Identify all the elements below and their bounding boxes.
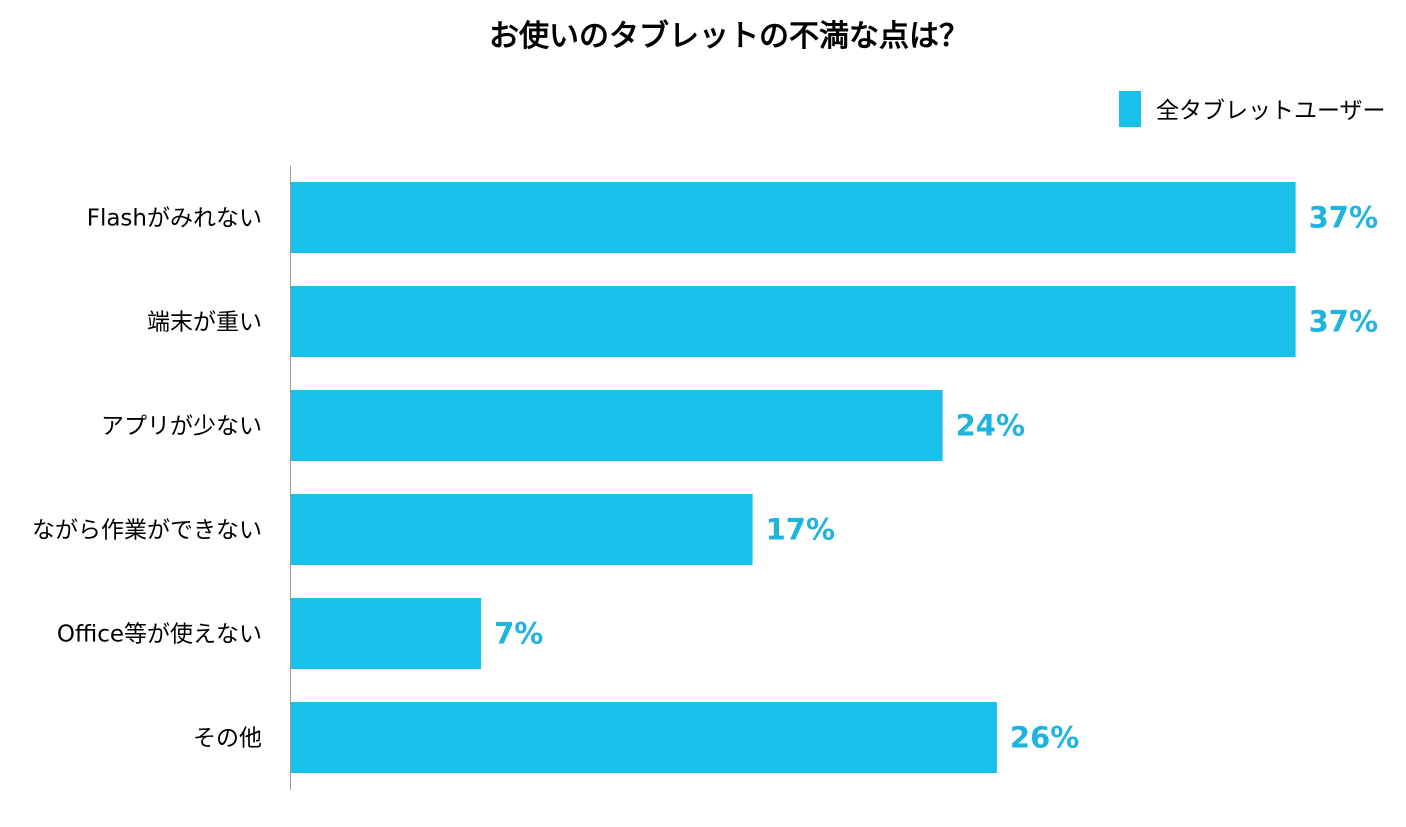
bar: [291, 182, 1296, 253]
legend-swatch: [1119, 91, 1141, 127]
category-label: 端末が重い: [147, 310, 262, 336]
category-label: Office等が使えない: [57, 622, 262, 648]
legend-label: 全タブレットユーザー: [1156, 98, 1386, 124]
bar: [291, 702, 997, 773]
bars-group: Flashがみれない 37% 端末が重い 37% アプリが少ない 24% ながら作業ができな…: [32, 182, 1378, 773]
category-label: Flashがみれない: [87, 206, 262, 232]
category-label: その他: [193, 726, 262, 752]
value-label: 37%: [1309, 305, 1378, 339]
category-label: ながら作業ができない: [32, 518, 262, 544]
category-label: アプリが少ない: [101, 414, 262, 440]
chart-title: お使いのタブレットの不満な点は？: [489, 19, 969, 54]
bar: [291, 286, 1296, 357]
bar: [291, 598, 482, 669]
value-label: 24%: [956, 409, 1025, 443]
value-label: 17%: [766, 513, 835, 547]
value-label: 7%: [494, 617, 543, 651]
bar: [291, 494, 753, 565]
bar: [291, 390, 943, 461]
value-label: 37%: [1309, 201, 1378, 235]
value-label: 26%: [1010, 721, 1079, 755]
